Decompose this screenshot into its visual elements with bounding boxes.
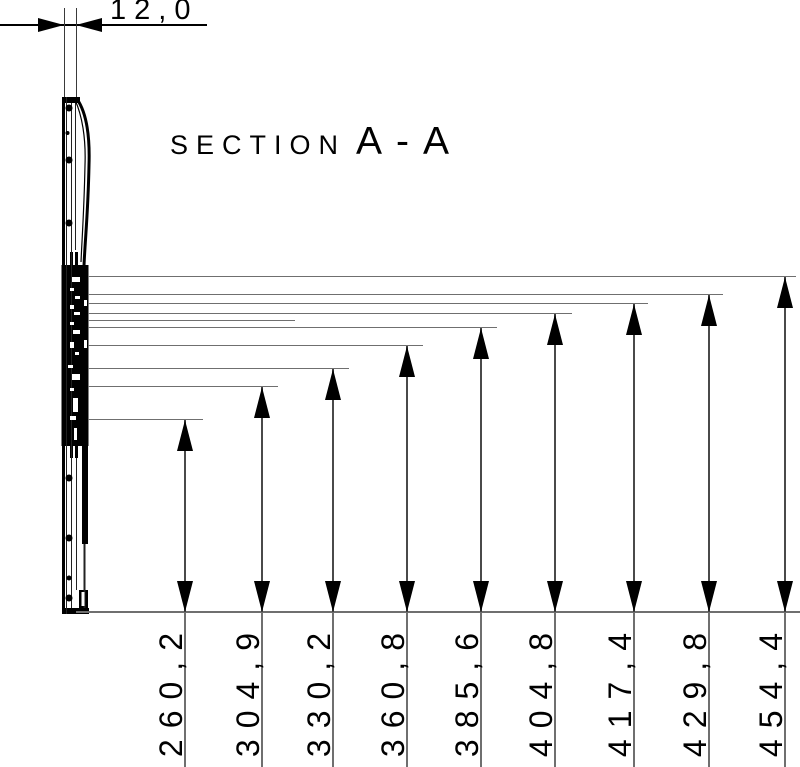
arrow-up-icon xyxy=(254,387,270,418)
arrow-down-icon xyxy=(777,581,793,612)
arrow-down-icon xyxy=(701,581,717,612)
leader-line xyxy=(88,345,423,347)
leader-line xyxy=(88,276,796,278)
screw-dots xyxy=(65,104,73,602)
dimension-line xyxy=(480,328,482,612)
thickness-dimension-line xyxy=(0,24,207,26)
dimension-line xyxy=(784,277,786,612)
section-title-prefix: SECTION xyxy=(170,130,347,160)
leader-line xyxy=(88,313,572,315)
dimension-line xyxy=(554,314,556,612)
dimension-line xyxy=(708,295,710,612)
arrow-up-icon xyxy=(473,328,489,359)
arrow-down-icon xyxy=(626,581,642,612)
section-title: SECTION A-A xyxy=(170,120,463,164)
thickness-extension-line-right xyxy=(75,8,77,98)
extension-line xyxy=(708,613,710,767)
thickness-extension-line-left xyxy=(63,8,65,98)
section-title-name: A-A xyxy=(356,120,464,163)
extension-line xyxy=(332,613,334,767)
arrow-up-icon xyxy=(399,346,415,377)
arrow-up-icon xyxy=(325,369,341,400)
leader-line xyxy=(88,294,723,296)
leader-line xyxy=(88,303,648,305)
arrow-up-icon xyxy=(701,295,717,326)
dimension-value-label: 404,8 xyxy=(523,622,559,758)
extension-line xyxy=(261,613,263,767)
extension-line xyxy=(554,613,556,767)
extension-line xyxy=(784,613,786,767)
arrow-left-icon xyxy=(76,18,102,32)
dimension-value-label: 429,8 xyxy=(677,622,713,758)
dimension-value-label: 417,4 xyxy=(602,622,638,758)
arrow-down-icon xyxy=(325,581,341,612)
panel-component-details xyxy=(68,277,87,606)
arrow-down-icon xyxy=(177,581,193,612)
dimension-line xyxy=(633,304,635,612)
arrow-up-icon xyxy=(777,277,793,308)
leader-line xyxy=(88,419,203,421)
arrow-down-icon xyxy=(254,581,270,612)
arrow-down-icon xyxy=(399,581,415,612)
leader-line xyxy=(88,327,497,329)
extension-line xyxy=(633,613,635,767)
thickness-dimension-value: 12,0 xyxy=(110,0,199,26)
extension-line xyxy=(184,613,186,767)
arrow-right-icon xyxy=(38,18,64,32)
dimension-line xyxy=(261,387,263,612)
panel-cross-section xyxy=(61,97,91,614)
dimension-baseline xyxy=(76,611,800,613)
arrow-down-icon xyxy=(473,581,489,612)
extension-line xyxy=(480,613,482,767)
dimension-line xyxy=(332,369,334,612)
leader-line xyxy=(88,368,349,370)
panel-inner-lines xyxy=(66,97,86,614)
dimension-value-label: 260,2 xyxy=(153,622,189,758)
dimension-value-label: 454,4 xyxy=(753,622,789,758)
extension-line xyxy=(406,613,408,767)
dimension-value-label: 330,2 xyxy=(301,622,337,758)
panel-back-curve xyxy=(74,98,91,267)
dimension-line xyxy=(406,346,408,612)
dimension-value-label: 385,6 xyxy=(449,622,485,758)
dimension-value-label: 360,8 xyxy=(375,622,411,758)
arrow-up-icon xyxy=(626,304,642,335)
arrow-up-icon xyxy=(177,420,193,451)
dimension-value-label: 304,9 xyxy=(230,622,266,758)
leader-line xyxy=(88,386,278,388)
dimension-line xyxy=(184,420,186,612)
feature-projection-line xyxy=(88,320,295,322)
arrow-up-icon xyxy=(547,314,563,345)
arrow-down-icon xyxy=(547,581,563,612)
